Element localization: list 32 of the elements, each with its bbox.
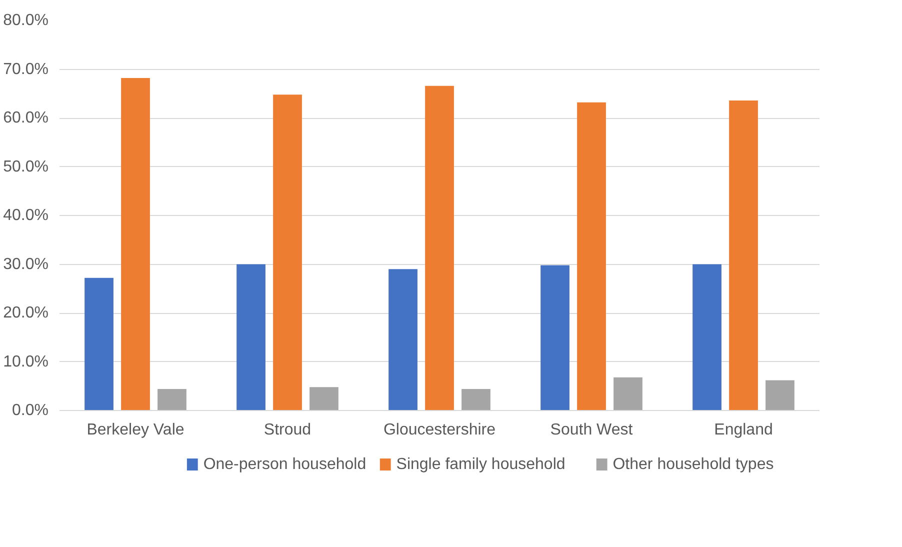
y-tick-label: 10.0%: [3, 353, 49, 370]
bar: [577, 102, 606, 410]
bar: [462, 389, 490, 410]
x-tick-label: Berkeley Vale: [86, 422, 184, 438]
bar: [121, 78, 150, 410]
y-tick-label: 70.0%: [3, 60, 49, 78]
y-tick-label: 0.0%: [12, 402, 48, 419]
x-tick-label: England: [714, 422, 773, 438]
bar: [766, 380, 794, 410]
y-tick-label: 60.0%: [3, 110, 49, 126]
x-tick-label: South West: [550, 422, 634, 438]
y-tick-label: 20.0%: [3, 304, 49, 322]
bar: [310, 387, 338, 410]
bar: [729, 100, 758, 410]
legend-label: One-person household: [203, 456, 366, 473]
y-tick-label: 80.0%: [3, 12, 49, 29]
x-tick-label: Gloucestershire: [383, 422, 496, 438]
bar: [158, 389, 186, 410]
bar: [388, 269, 418, 410]
bar: [692, 264, 722, 410]
bar: [614, 377, 642, 410]
legend-label: Single family household: [396, 456, 566, 473]
bar: [540, 265, 570, 410]
y-tick-label: 40.0%: [3, 207, 49, 224]
y-tick-label: 30.0%: [3, 256, 49, 273]
legend-label: Other household types: [612, 456, 774, 473]
bar: [84, 278, 114, 410]
y-tick-label: 50.0%: [3, 158, 49, 176]
bar: [425, 86, 454, 410]
bar: [273, 94, 302, 410]
bar: [236, 264, 266, 410]
x-tick-label: Stroud: [264, 422, 312, 438]
